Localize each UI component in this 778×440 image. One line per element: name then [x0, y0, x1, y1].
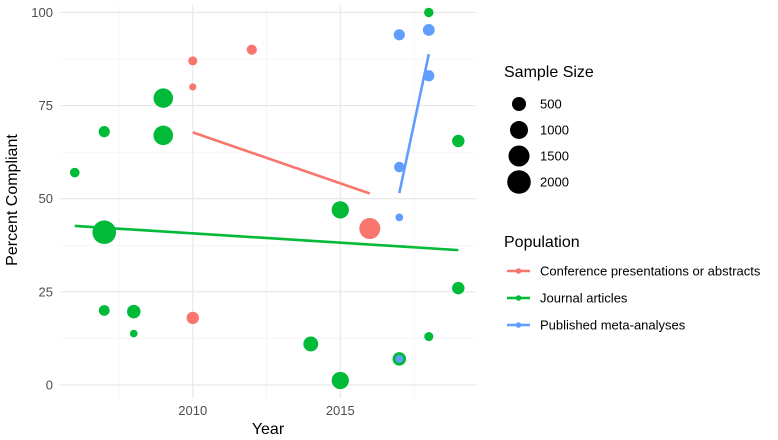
y-axis-title: Percent Compliant	[4, 134, 21, 266]
point-series-2	[153, 125, 174, 146]
point-series-1	[359, 217, 381, 240]
point-series-3	[423, 70, 435, 82]
color-legend-title: Population	[504, 234, 580, 251]
x-axis-title: Year	[252, 421, 285, 438]
point-series-2	[303, 336, 319, 352]
size-legend-label: 1000	[540, 123, 569, 138]
color-legend-dot	[515, 322, 522, 328]
size-legend-key	[507, 170, 531, 194]
size-legend-label: 2000	[540, 175, 569, 190]
point-series-3	[395, 213, 404, 222]
color-legend-label: Conference presentations or abstracts	[540, 264, 761, 279]
color-legend-label: Published meta-analyses	[540, 318, 686, 333]
point-series-3	[422, 24, 435, 36]
size-legend-key	[512, 97, 526, 111]
point-series-3	[395, 355, 404, 363]
point-series-2	[127, 304, 141, 319]
point-series-1	[246, 44, 257, 55]
color-legend: Population Conference presentations or a…	[504, 234, 761, 333]
y-tick-label: 75	[39, 98, 53, 113]
point-series-2	[92, 220, 117, 245]
y-tick-label: 0	[46, 377, 53, 392]
point-series-2	[424, 331, 434, 342]
point-series-1	[186, 311, 199, 325]
size-legend-label: 1500	[540, 149, 569, 164]
point-series-2	[98, 126, 110, 138]
size-legend-key	[508, 145, 530, 167]
point-series-2	[98, 305, 110, 316]
point-series-3	[394, 161, 405, 173]
trend-line-series-1	[192, 131, 371, 195]
data-points	[69, 7, 465, 390]
point-series-2	[153, 88, 174, 108]
point-series-2	[331, 201, 349, 219]
size-legend: Sample Size 500 1000 1500 2000	[504, 64, 594, 194]
point-series-2	[452, 281, 465, 295]
point-series-1	[188, 56, 198, 66]
size-legend-title: Sample Size	[504, 64, 594, 81]
y-tick-label: 50	[39, 191, 53, 206]
point-series-3	[393, 29, 405, 41]
y-tick-label: 100	[31, 5, 53, 20]
y-tick-label: 25	[39, 284, 53, 299]
color-legend-label: Journal articles	[540, 291, 628, 306]
point-series-1	[189, 83, 197, 91]
x-axis-ticks: 2010 2015	[178, 403, 354, 418]
trend-line-series-2	[74, 224, 459, 252]
minor-gridlines	[60, 5, 476, 398]
y-axis-ticks: 0 25 50 75 100	[31, 5, 53, 393]
point-series-2	[452, 134, 465, 148]
point-series-2	[331, 371, 349, 390]
major-gridlines	[60, 5, 476, 398]
size-legend-key	[510, 121, 528, 139]
color-legend-dot	[515, 268, 522, 274]
color-legend-dot	[515, 295, 522, 301]
point-series-2	[69, 167, 80, 178]
point-series-2	[129, 329, 138, 338]
size-legend-label: 500	[540, 97, 562, 112]
point-series-2	[424, 7, 434, 18]
x-tick-label: 2010	[178, 403, 207, 418]
x-tick-label: 2015	[326, 403, 355, 418]
